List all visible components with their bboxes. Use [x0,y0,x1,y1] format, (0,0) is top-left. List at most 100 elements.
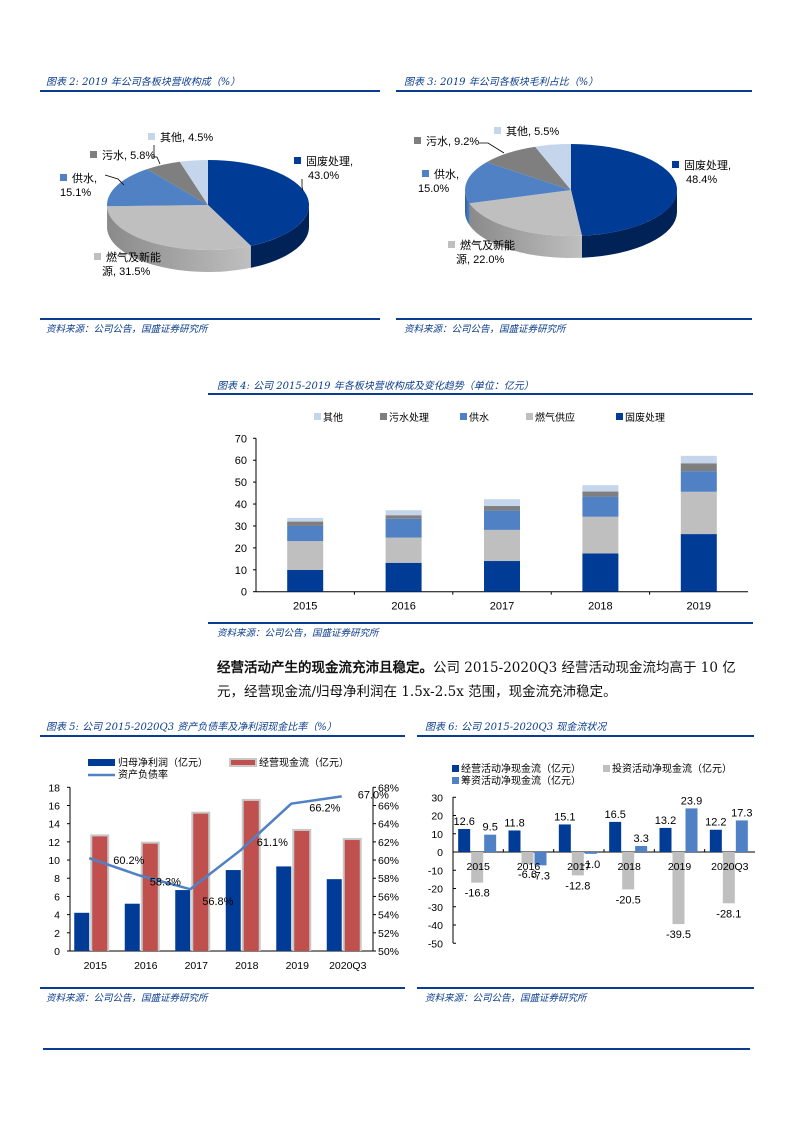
svg-text:2017: 2017 [567,861,591,873]
fig3-title: 图表 3: 2019 年公司各板块毛利占比（%） [404,77,599,88]
svg-text:56.8%: 56.8% [202,896,233,908]
svg-text:筹资活动净现金流（亿元）: 筹资活动净现金流（亿元） [461,774,581,787]
svg-text:2018: 2018 [235,960,259,972]
svg-text:2017: 2017 [490,601,514,613]
fig6-cashflow-bar-chart: 30 20 10 0 -10 -20 -30 -40 -50 12.6 -16.8 9.5 2015 11… [428,762,755,950]
svg-text:30: 30 [431,792,443,804]
pie-slice-燃气及新能源 [107,205,251,250]
svg-text:2: 2 [54,928,60,940]
svg-text:64%: 64% [378,819,399,831]
bar-segment [680,534,717,592]
page-footer-rule [43,1048,750,1050]
svg-text:12.6: 12.6 [453,816,474,828]
svg-text:污水, 5.8%: 污水, 5.8% [102,149,155,162]
svg-text:9.5: 9.5 [483,822,498,834]
svg-text:其他, 4.5%: 其他, 4.5% [160,131,213,144]
svg-text:8: 8 [54,873,60,885]
svg-text:15.1%: 15.1% [60,187,91,199]
fig5-bottom-rule [40,987,405,989]
bar-segment [582,485,619,492]
bar-segment [287,517,324,522]
svg-text:2019: 2019 [668,861,692,873]
paragraph-text: 公司 2015-2020Q3 经营活动现金流均高于 10 亿元，经营现金流/归母… [217,660,736,700]
fig5-top-rule [40,735,405,737]
svg-text:40: 40 [235,499,247,511]
paragraph-lead: 经营活动产生的现金流充沛且稳定。 [217,660,433,676]
fig5-combo-chart: 0 2 4 6 8 10 12 14 16 18 50% 52% 54% 56% 58% 60% 62% 64% 6… [48,756,399,972]
svg-text:15.0%: 15.0% [418,183,449,195]
svg-text:16: 16 [48,800,60,812]
bar-segment [582,496,619,517]
bar-segment [385,518,422,538]
svg-text:3.3: 3.3 [634,833,649,845]
svg-text:18: 18 [48,782,60,794]
svg-text:污水, 9.2%: 污水, 9.2% [426,135,479,148]
svg-text:48.4%: 48.4% [686,174,717,186]
svg-text:2016: 2016 [517,861,541,873]
svg-text:燃气及新能: 燃气及新能 [106,250,161,264]
fig3-bottom-rule [396,318,752,320]
fig3-top-rule [396,90,752,92]
pie-side-燃气及新能源 [469,203,582,258]
svg-text:归母净利润（亿元）: 归母净利润（亿元） [118,756,208,769]
svg-text:资产负债率: 资产负债率 [118,768,168,781]
svg-text:60: 60 [235,455,247,467]
svg-text:供水,: 供水, [72,171,97,185]
svg-text:-16.8: -16.8 [465,888,490,900]
svg-text:50: 50 [235,477,247,489]
svg-text:0: 0 [437,847,443,859]
svg-text:58%: 58% [378,873,399,885]
svg-text:10: 10 [431,829,443,841]
pie-side-燃气及新能源 [107,206,251,272]
svg-text:2020Q3: 2020Q3 [711,861,749,873]
svg-text:30: 30 [235,521,247,533]
svg-text:经营现金流（亿元）: 经营现金流（亿元） [259,756,349,769]
svg-text:14: 14 [48,819,60,831]
fig4-title: 图表 4: 公司 2015-2019 年各板块营收构成及变化趋势（单位：亿元） [217,381,534,392]
fig3-source: 资料来源：公司公告，国盛证券研究所 [404,324,566,335]
bar-segment [680,455,717,464]
svg-text:12.2: 12.2 [705,817,726,829]
fig6-bottom-rule [417,987,754,989]
bar-segment [287,521,324,526]
svg-text:-7.3: -7.3 [531,870,550,882]
svg-text:0: 0 [54,946,60,958]
fig6-title: 图表 6: 公司 2015-2020Q3 现金流状况 [425,722,607,733]
svg-text:23.9: 23.9 [681,795,702,807]
svg-text:60%: 60% [378,855,399,867]
bar-segment [680,471,717,492]
svg-text:66%: 66% [378,800,399,812]
svg-text:12: 12 [48,837,60,849]
svg-text:燃气供应: 燃气供应 [535,411,575,424]
bar-segment [484,506,520,511]
svg-text:燃气及新能: 燃气及新能 [460,238,515,252]
pie-slice-固废处理 [571,144,678,236]
bar-segment [287,525,324,542]
pie-slice-其他 [535,144,571,190]
fig2-bottom-rule [40,318,380,320]
bar-segment [680,463,717,472]
svg-text:66.2%: 66.2% [309,803,340,815]
svg-text:其他, 5.5%: 其他, 5.5% [506,125,559,138]
svg-text:2017: 2017 [185,960,209,972]
fig4-top-rule [208,393,753,395]
pie-slice-其他 [179,160,208,205]
svg-text:源, 22.0%: 源, 22.0% [456,252,505,266]
pie-slice-燃气及新能源 [469,190,582,236]
svg-text:-28.1: -28.1 [716,908,741,920]
svg-text:投资活动净现金流（亿元）: 投资活动净现金流（亿元） [612,762,732,775]
svg-text:-50: -50 [428,938,443,950]
svg-text:2015: 2015 [84,960,108,972]
svg-text:2016: 2016 [134,960,158,972]
svg-text:供水,: 供水, [434,167,459,181]
svg-text:56%: 56% [378,891,399,903]
svg-text:-30: -30 [428,902,443,914]
bar-segment [287,541,324,571]
fig5-source: 资料来源：公司公告，国盛证券研究所 [46,993,208,1004]
svg-text:68%: 68% [378,782,399,794]
svg-text:2018: 2018 [617,861,641,873]
svg-text:10: 10 [235,565,247,577]
bar-segment [582,491,619,497]
